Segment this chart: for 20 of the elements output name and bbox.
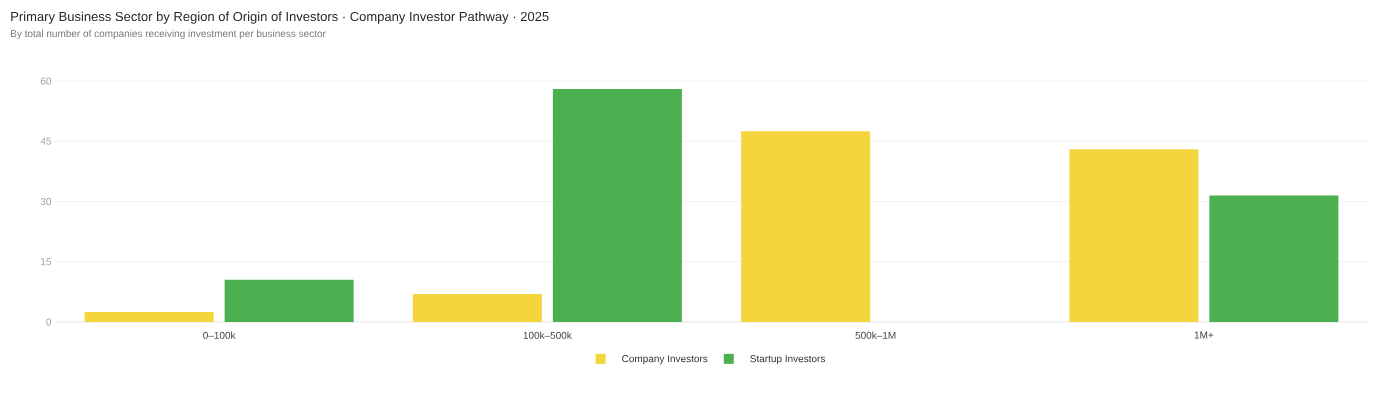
- bar: [224, 279, 354, 322]
- x-tick-label: 1M+: [1194, 331, 1214, 339]
- chart-subtitle: By total number of companies receiving investment per business sector: [11, 29, 326, 40]
- y-tick-label: 60: [40, 77, 52, 85]
- y-tick-label: 45: [40, 137, 52, 145]
- bar: [1209, 195, 1339, 322]
- x-tick-label: 100k–500k: [523, 331, 572, 339]
- legend-label: Startup Investors: [750, 355, 825, 365]
- legend-label: Company Investors: [622, 355, 708, 365]
- bar: [741, 131, 871, 322]
- x-tick-label: 500k–1M: [855, 331, 896, 339]
- y-tick-label: 15: [41, 258, 52, 266]
- y-tick-label: 30: [40, 197, 52, 206]
- y-tick-label: 0: [46, 318, 52, 326]
- chart-title: Primary Business Sector by Region of Origin of Investors · Company Investor Pathway · 2025: [11, 11, 549, 24]
- bar: [552, 89, 682, 322]
- bar: [412, 293, 542, 322]
- bar: [1069, 149, 1199, 322]
- x-tick-label: 0–100k: [203, 331, 236, 339]
- bar: [84, 311, 214, 322]
